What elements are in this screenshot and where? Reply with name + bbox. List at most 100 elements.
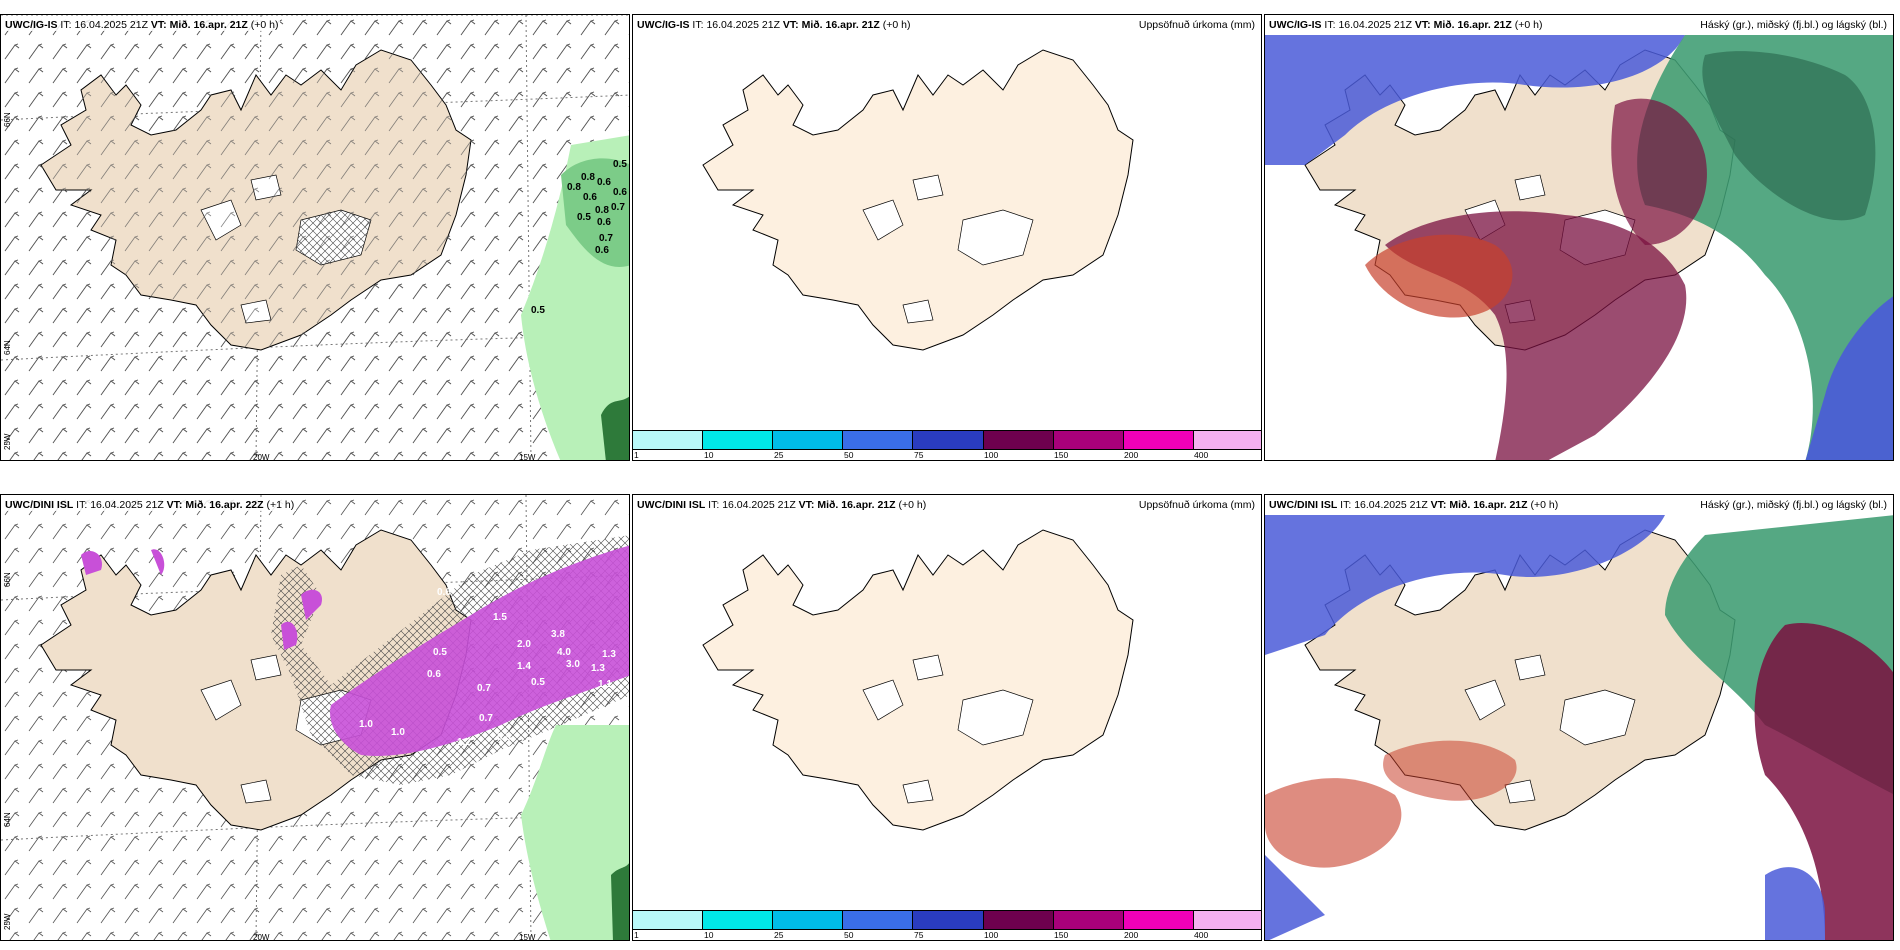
colorbar [633, 430, 1261, 450]
colorbar-segment [983, 911, 1054, 929]
value-label: 0.7 [599, 233, 613, 244]
cloud-map [1265, 515, 1893, 940]
colorbar-segment [1123, 911, 1194, 929]
panel-header: UWC/DINI ISL IT: 16.04.2025 21Z VT: Mið.… [635, 499, 929, 511]
colorbar-segment [1053, 911, 1124, 929]
panel-title: Háský (gr.), miðský (fj.bl.) og lágský (… [1698, 499, 1889, 511]
precip-panel-row1: UWC/IG-IS IT: 16.04.2025 21Z VT: Mið. 16… [632, 14, 1262, 461]
value-label: 1.0 [359, 719, 373, 730]
value-label: 0.8 [595, 205, 609, 216]
precip-map [702, 49, 1134, 351]
colorbar-tick: 200 [1124, 930, 1139, 940]
value-label: 0.6 [595, 245, 609, 256]
value-label: 0.6 [583, 192, 597, 203]
precip-map [702, 529, 1134, 831]
panel-title: Uppsöfnuð úrkoma (mm) [1136, 19, 1257, 31]
value-label: 0.7 [611, 202, 625, 213]
wind-panel-row2: UWC/DINI ISL IT: 16.04.2025 21Z VT: Mið.… [0, 494, 630, 941]
panel-title: Uppsöfnuð úrkoma (mm) [1136, 499, 1257, 511]
panel-header: UWC/IG-IS IT: 16.04.2025 21Z VT: Mið. 16… [3, 19, 281, 31]
colorbar-segment [983, 431, 1054, 449]
colorbar-segment [703, 431, 774, 449]
value-label: 0.7 [479, 713, 493, 724]
value-label: 1.5 [493, 612, 507, 623]
colorbar-segment [773, 911, 844, 929]
colorbar-segment [773, 431, 844, 449]
colorbar-tick: 75 [914, 450, 924, 460]
colorbar-tick: 25 [774, 450, 784, 460]
value-label: 3.8 [551, 629, 565, 640]
wind-panel-row1: UWC/IG-IS IT: 16.04.2025 21Z VT: Mið. 16… [0, 14, 630, 461]
colorbar-segment [843, 431, 914, 449]
lon-label: 15W [519, 453, 536, 461]
value-label: 1.3 [602, 649, 616, 660]
value-label: 1.0 [391, 727, 405, 738]
value-label: 0.6 [613, 187, 627, 198]
value-label: 1.1 [598, 679, 612, 690]
lon-label: 15W [519, 933, 536, 941]
value-label: 4.0 [557, 647, 571, 658]
cloud-panel-row1: UWC/IG-IS IT: 16.04.2025 21Z VT: Mið. 16… [1264, 14, 1894, 461]
colorbar-segment [913, 431, 984, 449]
value-label: 0.5 [613, 159, 627, 170]
panel-header: UWC/IG-IS IT: 16.04.2025 21Z VT: Mið. 16… [1267, 19, 1545, 31]
value-label: 1.4 [517, 661, 531, 672]
colorbar-tick: 75 [914, 930, 924, 940]
lat-label: 25W [3, 433, 12, 450]
value-label: 0.5 [433, 647, 447, 658]
value-label: 1.3 [591, 663, 605, 674]
cloud-panel-row2: UWC/DINI ISL IT: 16.04.2025 21Z VT: Mið.… [1264, 494, 1894, 941]
value-label: 0.6 [427, 669, 441, 680]
colorbar-tick: 25 [774, 930, 784, 940]
value-label: 0.7 [477, 683, 491, 694]
panel-header: UWC/DINI ISL IT: 16.04.2025 21Z VT: Mið.… [1267, 499, 1561, 511]
colorbar-segment [633, 911, 704, 929]
colorbar-segment [633, 431, 704, 449]
value-label: 0.5 [531, 305, 545, 316]
lat-label: 25W [3, 913, 12, 930]
lat-label: 64N [3, 812, 12, 827]
value-label: 0.5 [531, 677, 545, 688]
colorbar-tick: 150 [1054, 450, 1069, 460]
colorbar-segment [843, 911, 914, 929]
value-label: 2.0 [517, 639, 531, 650]
colorbar-tick: 400 [1194, 930, 1209, 940]
colorbar-tick: 10 [704, 930, 714, 940]
wind-map: 0.5 0.8 0.6 0.6 0.8 0.6 0.7 0.8 0.5 0.6 … [1, 15, 629, 460]
colorbar-ticks: 1 10 25 50 75 100 150 200 400 [633, 930, 1261, 940]
colorbar-tick: 150 [1054, 930, 1069, 940]
colorbar-segment [913, 911, 984, 929]
value-label: 0.8 [497, 732, 511, 743]
colorbar-tick: 200 [1124, 450, 1139, 460]
value-label: 0.8 [567, 182, 581, 193]
value-label: 0.6 [597, 217, 611, 228]
lat-label: 66N [3, 112, 12, 127]
colorbar [633, 910, 1261, 930]
colorbar-ticks: 1 10 25 50 75 100 150 200 400 [633, 450, 1261, 460]
colorbar-tick: 400 [1194, 450, 1209, 460]
colorbar-segment [1193, 911, 1261, 929]
colorbar-tick: 100 [984, 450, 999, 460]
value-label: 0.8 [581, 172, 595, 183]
lat-label: 66N [3, 572, 12, 587]
lat-label: 64N [3, 340, 12, 355]
colorbar-tick: 50 [844, 450, 854, 460]
panel-header: UWC/DINI ISL IT: 16.04.2025 21Z VT: Mið.… [3, 499, 297, 511]
value-label: 0.5 [577, 212, 591, 223]
value-label: 1.2 [457, 737, 471, 748]
lon-label: 20W [253, 933, 270, 941]
panel-title: Háský (gr.), miðský (fj.bl.) og lágský (… [1698, 19, 1889, 31]
cloud-map [1265, 35, 1893, 460]
colorbar-segment [1123, 431, 1194, 449]
colorbar-tick: 50 [844, 930, 854, 940]
colorbar-tick: 100 [984, 930, 999, 940]
lon-label: 20W [253, 453, 270, 461]
precip-panel-row2: UWC/DINI ISL IT: 16.04.2025 21Z VT: Mið.… [632, 494, 1262, 941]
colorbar-tick: 10 [704, 450, 714, 460]
colorbar-tick: 1 [634, 930, 639, 940]
colorbar-segment [1053, 431, 1124, 449]
panel-header: UWC/IG-IS IT: 16.04.2025 21Z VT: Mið. 16… [635, 19, 913, 31]
value-label: 0.6 [437, 587, 451, 598]
wind-map: 3.8 4.0 3.0 1.3 1.3 1.1 2.0 1.5 1.4 1.0 … [1, 495, 629, 940]
colorbar-segment [1193, 431, 1261, 449]
